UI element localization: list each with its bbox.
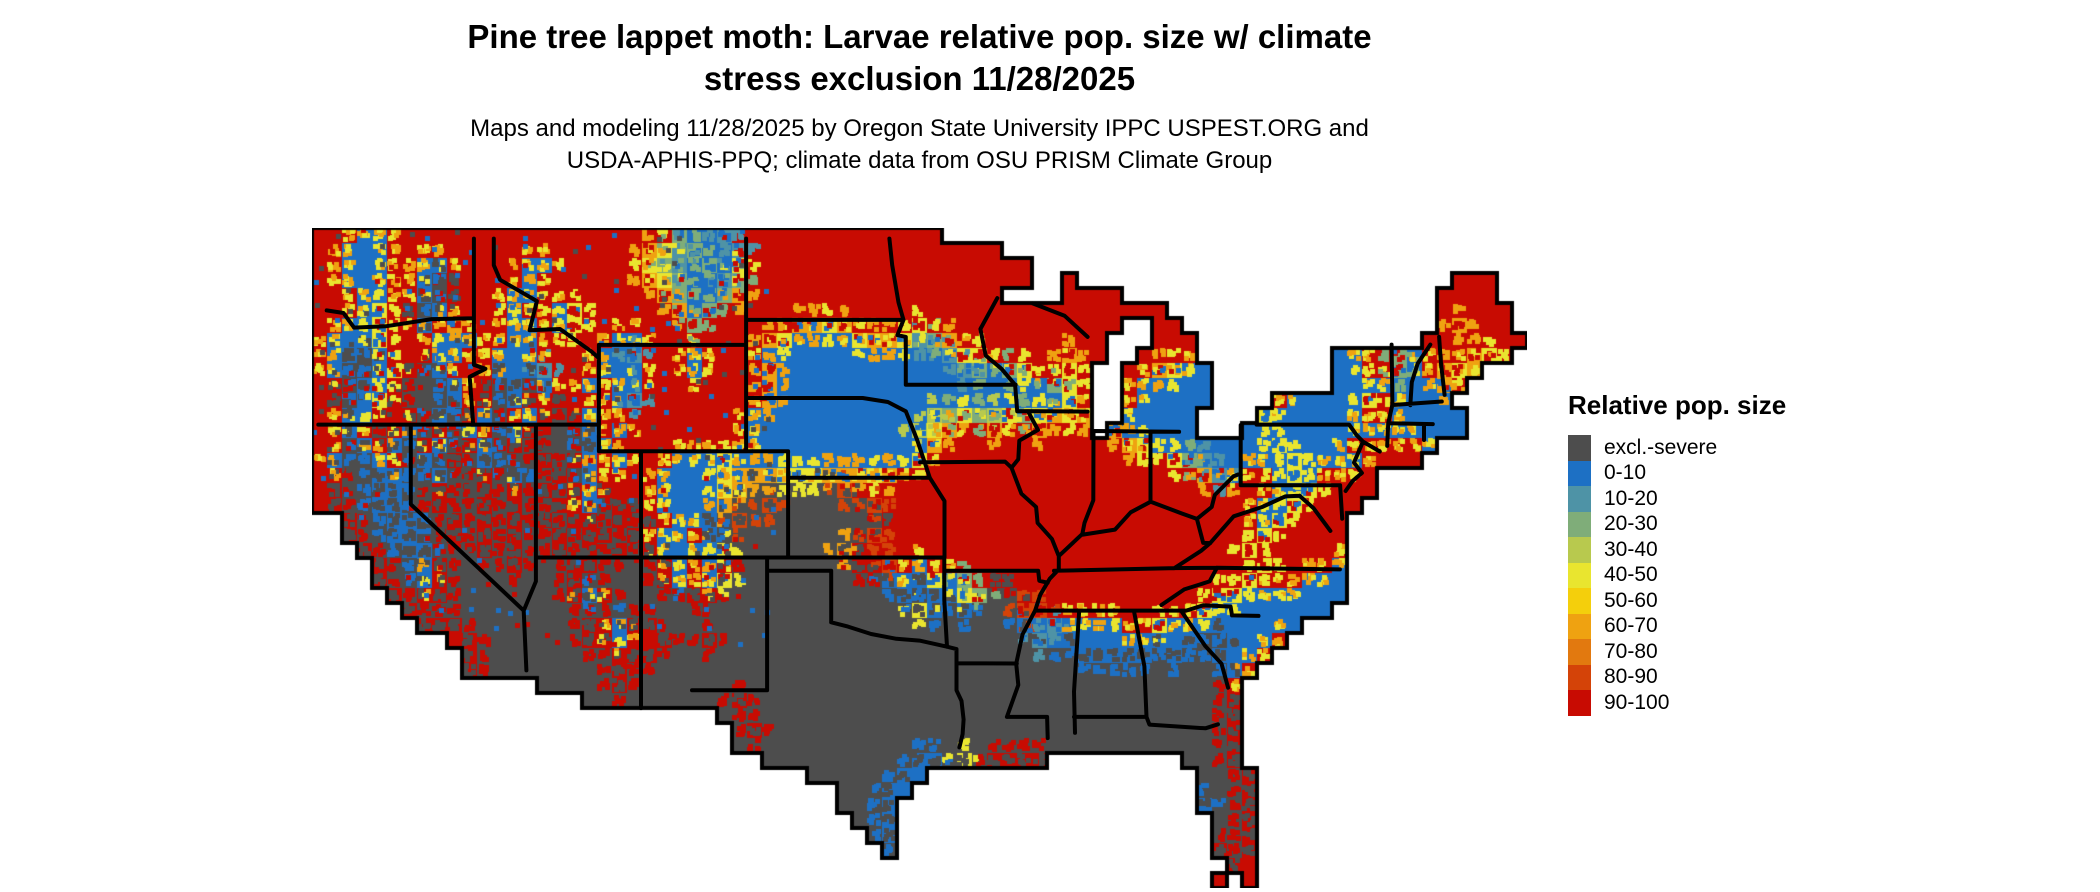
legend-item: 10-20 [1568, 486, 1786, 512]
legend-item: 20-30 [1568, 511, 1786, 537]
legend-title: Relative pop. size [1568, 390, 1787, 420]
legend-item-label: 40-50 [1604, 563, 1658, 587]
legend-swatch [1568, 613, 1591, 639]
legend-item-label: 10-20 [1604, 486, 1658, 510]
map-title-line1: Pine tree lappet moth: Larvae relative p… [467, 18, 1372, 55]
map-title: Pine tree lappet moth: Larvae relative p… [312, 16, 1527, 100]
legend-item: 0-10 [1568, 460, 1786, 486]
map-subtitle-line1: Maps and modeling 11/28/2025 by Oregon S… [470, 115, 1369, 143]
legend-item: excl.-severe [1568, 435, 1786, 461]
map-legend: Relative pop. size excl.-severe 0-10 10-20… [1568, 390, 1786, 716]
legend-item-label: 60-70 [1604, 614, 1658, 638]
legend-item-label: 20-30 [1604, 512, 1658, 536]
legend-swatch [1568, 664, 1591, 690]
legend-swatch [1568, 639, 1591, 665]
map-subtitle: Maps and modeling 11/28/2025 by Oregon S… [312, 113, 1527, 175]
legend-item: 80-90 [1568, 664, 1786, 690]
legend-swatch [1568, 435, 1591, 461]
legend-item-label: 50-60 [1604, 588, 1658, 612]
legend-item-label: 30-40 [1604, 537, 1658, 561]
legend-swatch [1568, 511, 1591, 537]
legend-item: 50-60 [1568, 588, 1786, 614]
title-block: Pine tree lappet moth: Larvae relative p… [312, 16, 1527, 176]
legend-item-label: 70-80 [1604, 639, 1658, 663]
legend-swatch [1568, 690, 1591, 716]
map-title-line2: stress exclusion 11/28/2025 [703, 60, 1136, 98]
legend-item-label: 80-90 [1604, 665, 1658, 689]
legend-swatch [1568, 537, 1591, 563]
legend-item-label: 90-100 [1604, 690, 1670, 714]
legend-items: excl.-severe 0-10 10-20 20-30 30-40 40-50 50-6… [1568, 435, 1786, 716]
legend-item: 70-80 [1568, 639, 1786, 665]
legend-item: 40-50 [1568, 562, 1786, 588]
legend-item: 30-40 [1568, 537, 1786, 563]
legend-swatch [1568, 460, 1591, 486]
map-subtitle-line2: USDA-APHIS-PPQ; climate data from OSU PR… [566, 146, 1273, 174]
legend-swatch [1568, 588, 1591, 614]
legend-item-label: 0-10 [1604, 461, 1647, 485]
legend-item: 60-70 [1568, 613, 1786, 639]
legend-item: 90-100 [1568, 690, 1786, 716]
legend-swatch [1568, 486, 1591, 512]
us-map-raster [312, 228, 1527, 888]
legend-swatch [1568, 562, 1591, 588]
legend-item-label: excl.-severe [1604, 435, 1718, 459]
us-map [312, 228, 1527, 888]
